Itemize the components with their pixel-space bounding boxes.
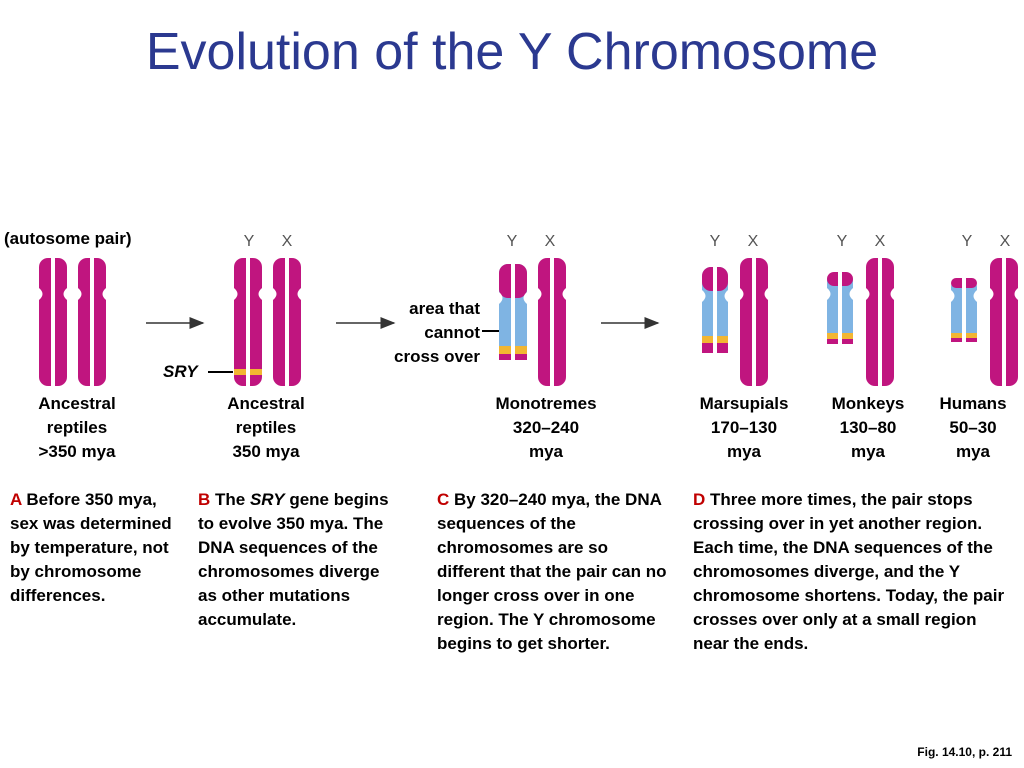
x-label: X <box>875 233 886 250</box>
caption-a: A Before 350 mya, sex was determined by … <box>10 488 175 608</box>
autosome-pair-label: (autosome pair) <box>4 229 132 248</box>
y-label: Y <box>837 233 848 250</box>
caption-text: gene begins to evolve 350 mya. The DNA s… <box>198 490 389 629</box>
caption-letter: D <box>693 490 706 509</box>
caption-letter: C <box>437 490 450 509</box>
stage-label: Humans 50–30 mya <box>939 394 1007 461</box>
y-label: Y <box>507 233 518 250</box>
stage-label: Ancestral reptiles >350 mya <box>38 394 116 461</box>
chromosome-pair-a <box>39 258 106 386</box>
area-no-crossover-label: area that cannot cross over <box>394 299 480 366</box>
stage-label: Ancestral reptiles 350 mya <box>227 394 305 461</box>
x-label: X <box>545 233 556 250</box>
y-label: Y <box>710 233 721 250</box>
sry-band <box>250 369 262 375</box>
x-label: X <box>282 233 293 250</box>
stage-label: Monkeys 130–80 mya <box>831 394 905 461</box>
chromosome-pair-b <box>208 258 301 386</box>
page-title: Evolution of the Y Chromosome <box>145 23 879 81</box>
sry-band <box>234 369 246 375</box>
y-label: Y <box>244 233 255 250</box>
caption-letter: B <box>198 490 211 509</box>
caption-text: Before 350 mya, sex was determined by te… <box>10 490 172 605</box>
figure-reference: Fig. 14.10, p. 211 <box>917 745 1012 759</box>
caption-text: The <box>210 490 250 509</box>
chromosome-pair-c <box>482 258 566 386</box>
caption-d: D Three more times, the pair stops cross… <box>693 488 1013 656</box>
chromosome-pair-humans <box>951 258 1018 386</box>
chromosome-pair-monkeys <box>827 258 894 386</box>
x-label: X <box>1000 233 1011 250</box>
caption-letter: A <box>10 490 22 509</box>
x-label: X <box>748 233 759 250</box>
stage-label: Marsupials 170–130 mya <box>699 394 789 461</box>
sry-label: SRY <box>163 362 198 381</box>
caption-b: B The SRY gene begins to evolve 350 mya.… <box>198 488 403 632</box>
chromosome-pair-marsupials <box>702 258 768 386</box>
caption-gene-name: SRY <box>249 490 285 509</box>
caption-text: By 320–240 mya, the DNA sequences of the… <box>437 490 667 653</box>
caption-c: C By 320–240 mya, the DNA sequences of t… <box>437 488 669 656</box>
y-label: Y <box>962 233 973 250</box>
stage-label: Monotremes 320–240 mya <box>495 394 597 461</box>
caption-text: Three more times, the pair stops crossin… <box>693 490 1005 653</box>
